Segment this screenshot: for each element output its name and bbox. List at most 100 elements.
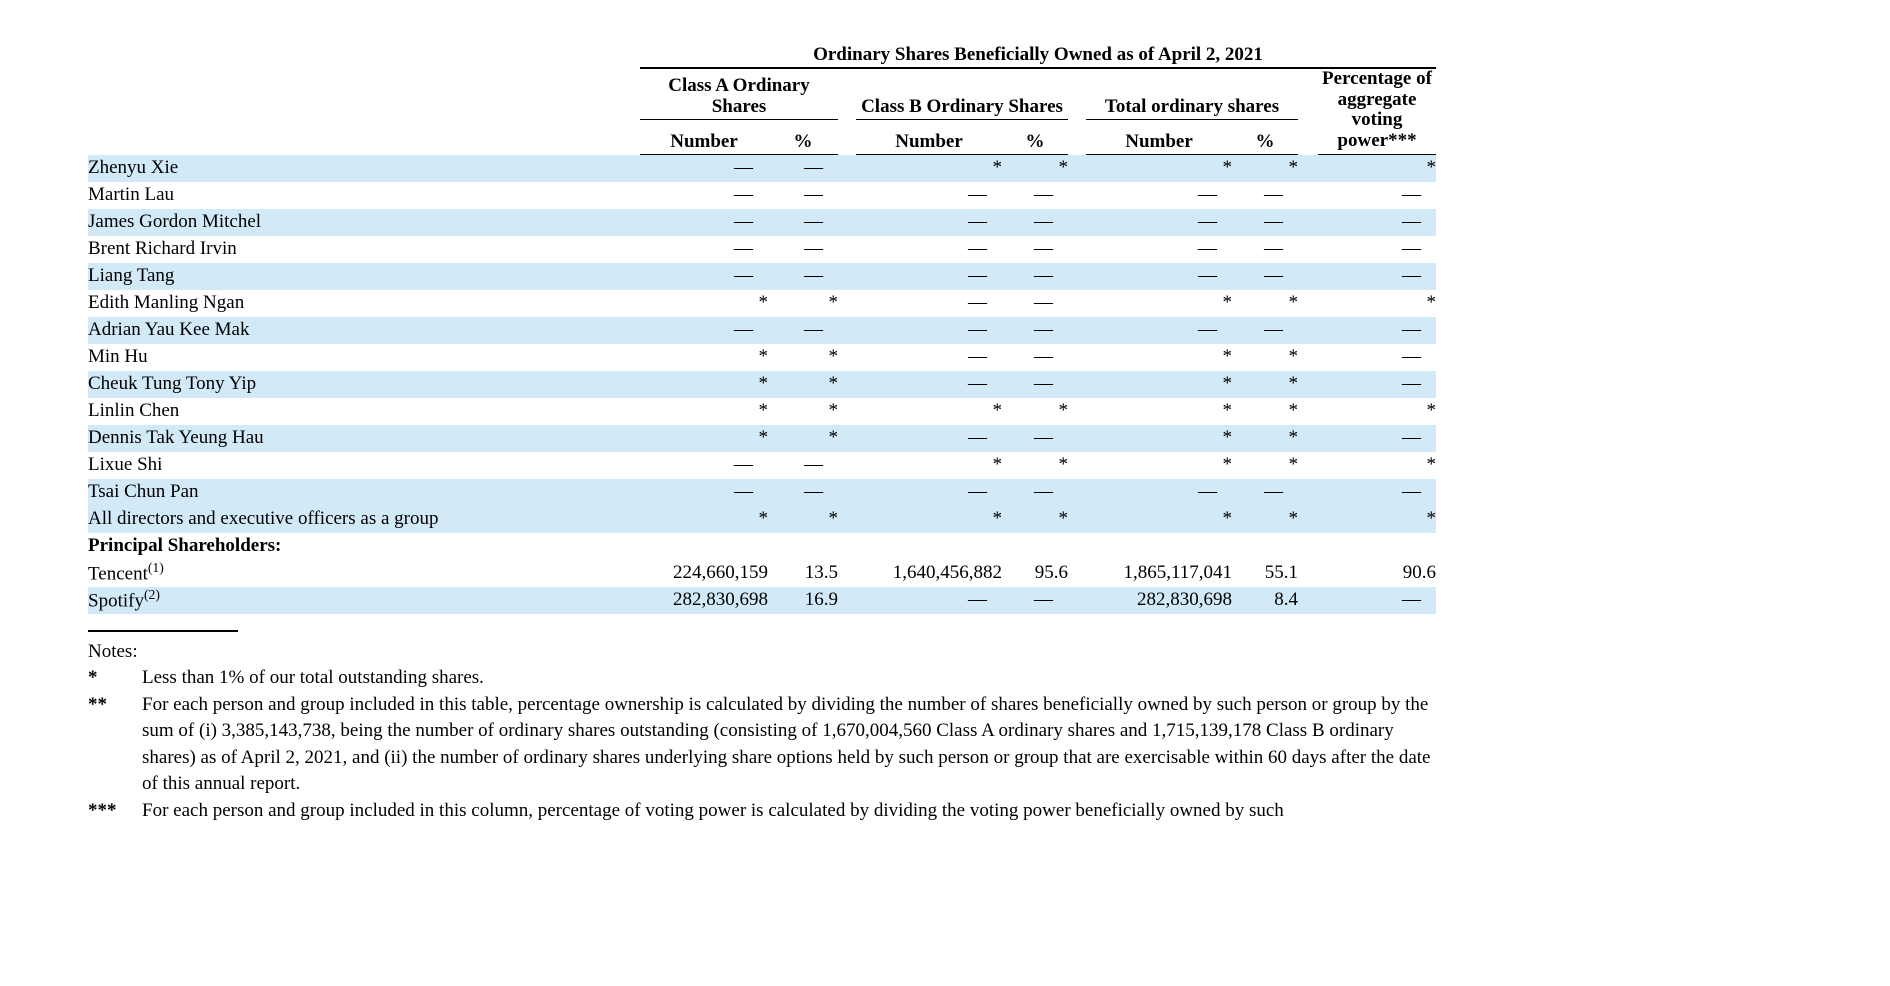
value-cell: *	[1222, 427, 1233, 448]
note-item: *** For each person and group included in…	[88, 798, 1440, 825]
value-cell: —	[1034, 211, 1053, 232]
spacer-cell	[1068, 263, 1086, 290]
value-cell: —	[968, 589, 987, 610]
value-cell: *	[1058, 508, 1069, 529]
spacer-cell	[1068, 506, 1086, 533]
value-cell: *	[1426, 292, 1437, 313]
value-cell: —	[1402, 589, 1422, 610]
spacer-cell	[1298, 68, 1318, 120]
value-cell: —	[734, 319, 753, 340]
spacer-cell	[1298, 182, 1318, 209]
value-cell: —	[1034, 427, 1053, 448]
value-cell: —	[1402, 265, 1422, 286]
spacer-cell	[1298, 344, 1318, 371]
shareholder-name-text: Principal Shareholders:	[88, 535, 282, 556]
value-cell: —	[804, 319, 823, 340]
spacer-cell	[1068, 209, 1086, 236]
spacer-cell	[1298, 560, 1318, 587]
spacer-cell	[838, 587, 856, 614]
value-cell: —	[968, 319, 987, 340]
shareholder-name-text: Tencent	[88, 563, 148, 585]
shareholder-row: Tencent(1) 224,660,159 13.5 1,640,456,882 95…	[88, 560, 1436, 587]
spacer-cell	[1068, 155, 1086, 182]
col-header-total-pct: %	[1232, 119, 1298, 155]
table-header: Ordinary Shares Beneficially Owned as of…	[88, 44, 1437, 155]
value-cell: *	[1058, 157, 1069, 179]
shareholder-table: Ordinary Shares Beneficially Owned as of…	[88, 44, 1437, 614]
spacer-cell	[838, 452, 856, 479]
spacer-cell	[1298, 155, 1318, 182]
shareholder-name: Lixue Shi	[88, 452, 640, 479]
value-cell: 282,830,698	[1137, 589, 1232, 610]
value-cell: *	[1222, 373, 1233, 394]
value-cell: —	[804, 184, 823, 205]
spacer-cell	[838, 479, 856, 506]
note-marker: **	[88, 693, 107, 715]
empty-cell	[88, 120, 640, 155]
value-cell: —	[1034, 589, 1053, 610]
value-cell: —	[1402, 481, 1422, 502]
shareholder-row: All directors and executive officers as …	[88, 505, 1437, 533]
value-cell: —	[1034, 481, 1053, 502]
spacer-cell	[1068, 587, 1086, 614]
shareholder-name-text: Adrian Yau Kee Mak	[88, 319, 250, 340]
shareholder-row: Tsai Chun Pan — — — — — — —	[88, 478, 1437, 506]
value-cell: *	[1222, 157, 1233, 179]
shareholder-name-text: All directors and executive officers as …	[88, 508, 439, 529]
notes-section: Notes: * Less than 1% of our total outsta…	[88, 629, 1440, 825]
spacer-cell	[1298, 120, 1318, 155]
value-cell: —	[1264, 184, 1283, 205]
value-cell: —	[1264, 265, 1283, 286]
value-cell: *	[1288, 427, 1299, 448]
value-cell: *	[992, 157, 1003, 179]
shareholder-row: Dennis Tak Yeung Hau * * — — * * —	[88, 424, 1437, 452]
value-cell: 282,830,698	[673, 589, 768, 610]
shareholder-name-text: Tsai Chun Pan	[88, 481, 199, 502]
spacer-cell	[1298, 263, 1318, 290]
value-cell: —	[968, 373, 987, 394]
spacer-cell	[838, 236, 856, 263]
spacer-cell	[1298, 452, 1318, 479]
shareholder-name: Min Hu	[88, 344, 640, 371]
spacer-cell	[1298, 398, 1318, 425]
document-page: Ordinary Shares Beneficially Owned as of…	[88, 44, 1440, 825]
value-cell: —	[804, 265, 823, 286]
spacer-cell	[1068, 290, 1086, 317]
value-cell: —	[1034, 319, 1053, 340]
note-marker: ***	[88, 799, 117, 821]
shareholder-name: All directors and executive officers as …	[88, 506, 640, 533]
spacer-cell	[1068, 425, 1086, 452]
value-cell: —	[968, 211, 987, 232]
value-cell: *	[828, 292, 839, 313]
spacer-cell	[1298, 587, 1318, 614]
note-text: For each person and group included in th…	[142, 799, 1284, 821]
value-cell: —	[1198, 481, 1217, 502]
notes-list: * Less than 1% of our total outstanding s…	[88, 665, 1440, 824]
notes-separator-line	[88, 629, 238, 632]
col-header-class-a-number: Number	[640, 119, 768, 155]
value-cell: —	[1198, 319, 1217, 340]
spacer-cell	[838, 506, 856, 533]
shareholder-name-text: Dennis Tak Yeung Hau	[88, 427, 264, 448]
value-cell: *	[1426, 400, 1437, 421]
value-cell: —	[804, 481, 823, 502]
shareholder-name: Tsai Chun Pan	[88, 479, 640, 506]
spacer-cell	[838, 209, 856, 236]
spacer-cell	[1068, 344, 1086, 371]
col-header-class-a-pct: %	[768, 119, 838, 155]
value-cell: —	[1198, 238, 1217, 259]
value-cell: —	[734, 265, 753, 286]
spacer-cell	[1068, 560, 1086, 587]
spacer-cell	[1068, 371, 1086, 398]
spacer-cell	[1068, 236, 1086, 263]
column-group-row: Class A Ordinary Shares Class B Ordinary…	[88, 68, 1437, 155]
spacer-cell	[1068, 479, 1086, 506]
value-cell: *	[1288, 454, 1299, 475]
notes-title: Notes:	[88, 640, 138, 662]
spacer-cell	[1068, 68, 1086, 120]
empty-cell	[88, 68, 640, 120]
footnote-reference: (2)	[143, 587, 160, 603]
value-cell: *	[1222, 454, 1233, 475]
value-cell: *	[1058, 400, 1069, 421]
value-cell: *	[1222, 292, 1233, 313]
